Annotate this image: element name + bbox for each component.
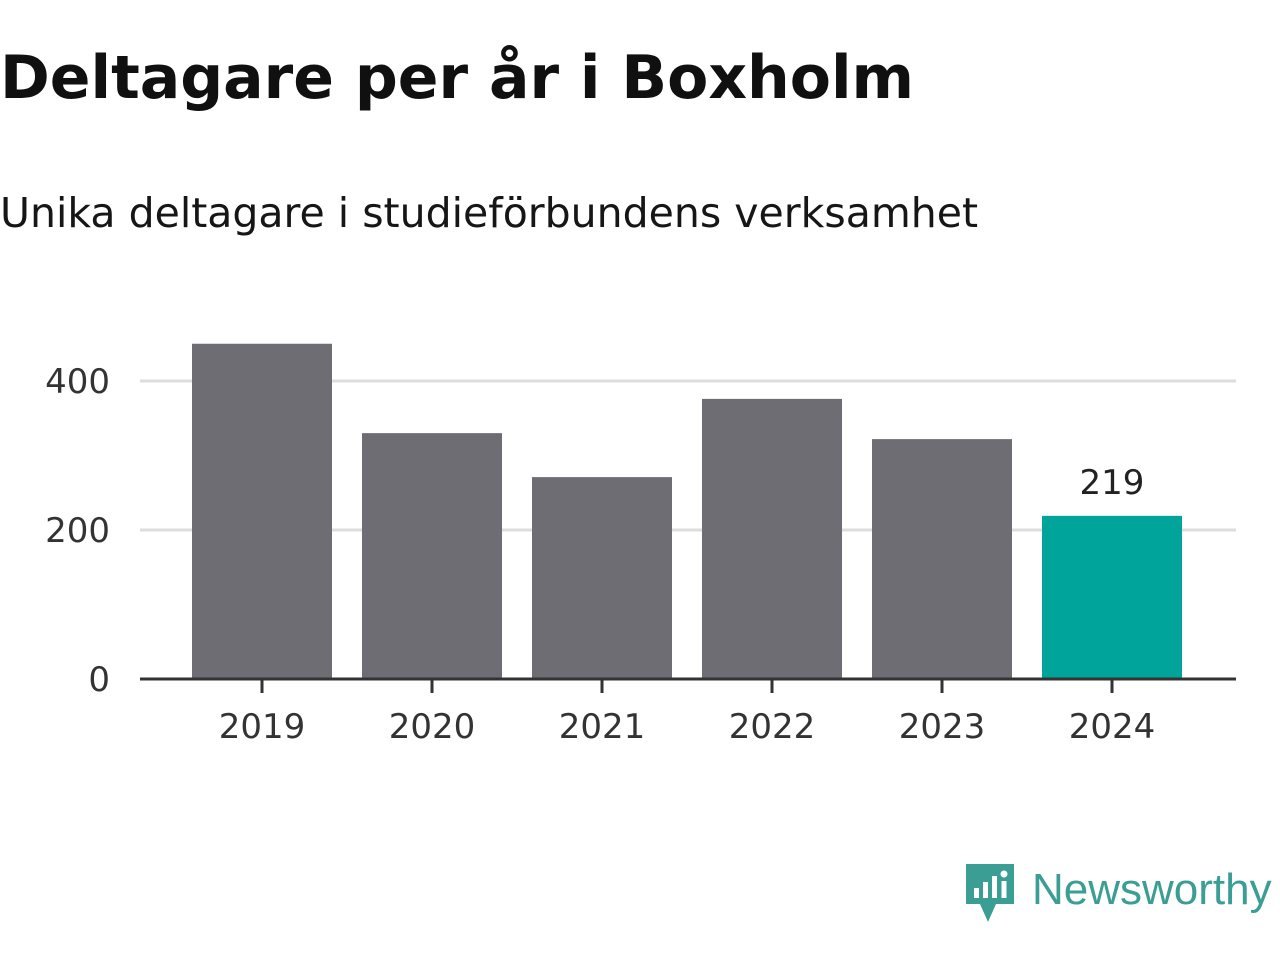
brand-name: Newsworthy: [1032, 865, 1272, 914]
brand-logo: Newsworthy: [964, 862, 1272, 928]
bar-2023: [872, 439, 1012, 679]
x-tick-label-2024: 2024: [1069, 707, 1156, 747]
bar-2020: [362, 433, 502, 679]
y-tick-label-200: 200: [45, 511, 110, 551]
bar-2021: [532, 477, 672, 679]
x-tick-label-2020: 2020: [389, 707, 476, 747]
bar-2024: [1042, 515, 1182, 679]
x-tick-label-2021: 2021: [559, 707, 646, 747]
x-tick-label-2022: 2022: [729, 707, 816, 747]
chart-subtitle: Unika deltagare i studieförbundens verks…: [0, 189, 979, 237]
bar-2019: [192, 343, 332, 679]
newsworthy-logo-icon: [966, 864, 1014, 922]
x-tick-label-2023: 2023: [899, 707, 986, 747]
y-tick-label-400: 400: [45, 362, 110, 402]
x-tick-label-2019: 2019: [219, 707, 306, 747]
bar-chart: 2019 2020 2021 2022 2023 2024 0 200 400 219: [45, 343, 1236, 747]
chart-title: Deltagare per år i Boxholm: [0, 43, 915, 113]
y-tick-label-0: 0: [88, 660, 110, 700]
data-label-2024: 219: [1080, 463, 1145, 503]
bar-2022: [702, 398, 842, 679]
